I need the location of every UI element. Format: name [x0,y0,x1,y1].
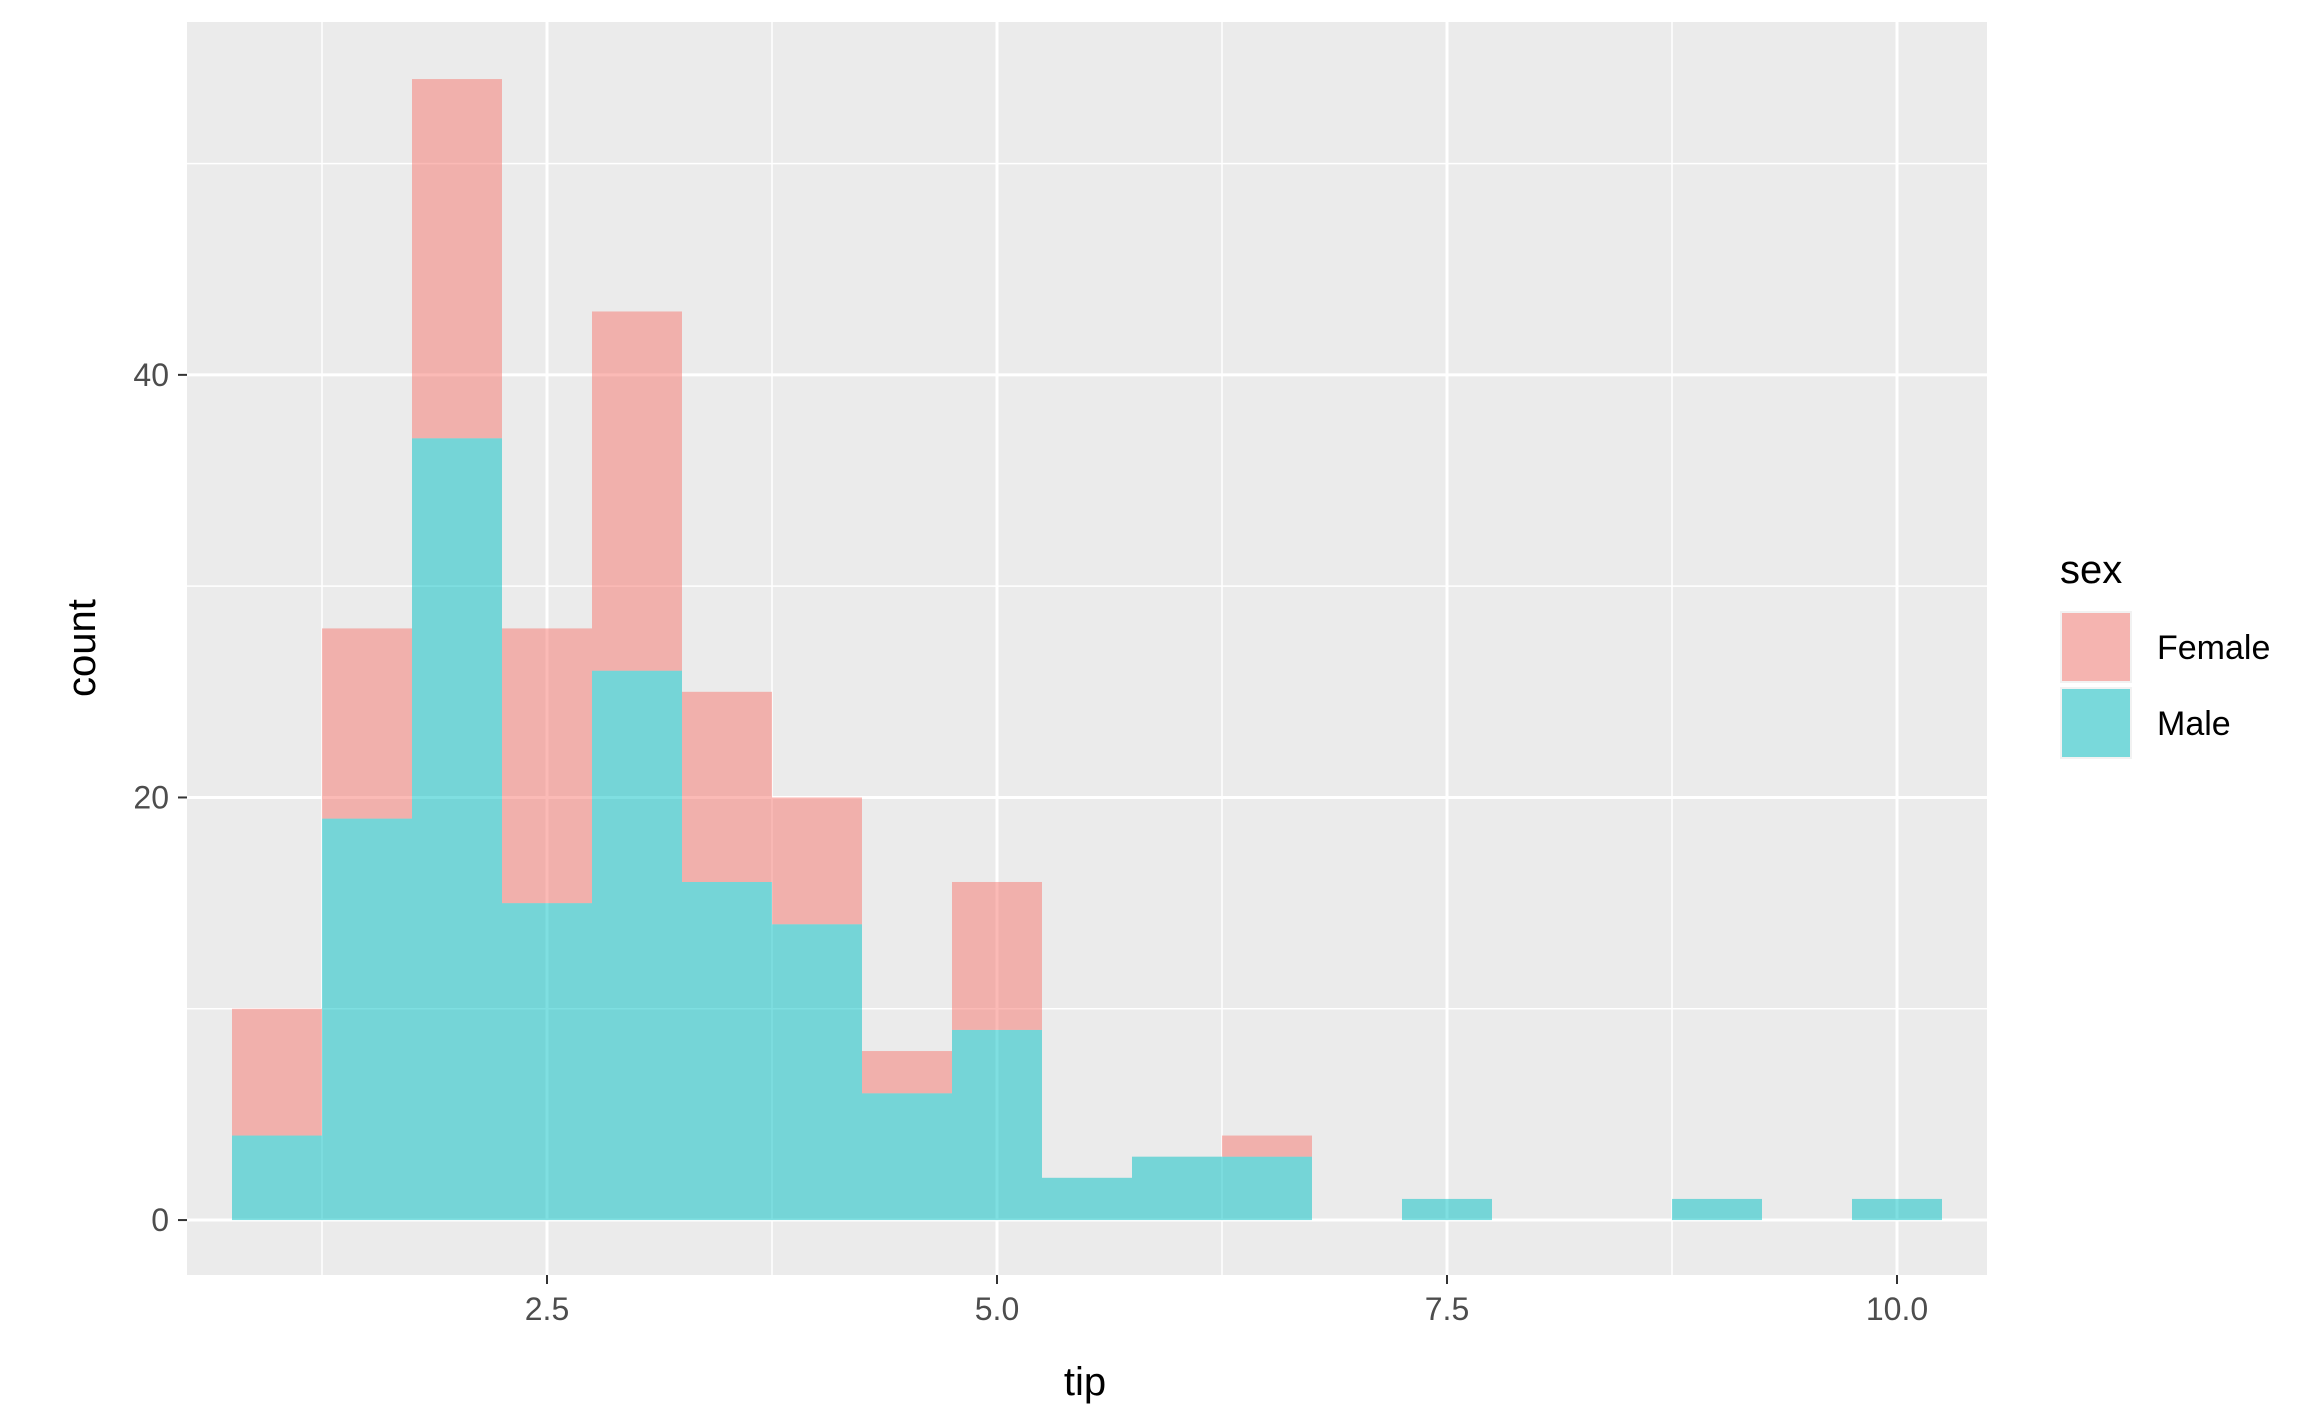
histogram-bars [232,79,1942,1221]
x-tick-label: 5.0 [975,1291,1019,1327]
legend-label-female: Female [2157,629,2270,667]
y-tick-label: 40 [133,357,169,393]
minor-gridlines [187,22,1987,1275]
bar-male-bin-13 [1402,1198,1492,1221]
legend-title: sex [2060,548,2122,592]
bar-female-bin-6 [772,797,862,925]
bar-female-bin-0 [232,1008,322,1136]
x-axis: 2.5 5.0 7.5 10.0 [525,1275,1928,1327]
x-tick-label: 2.5 [525,1291,569,1327]
bar-male-bin-9 [1042,1177,1132,1221]
legend-label-male: Male [2157,705,2231,743]
bar-female-bin-2 [412,79,502,439]
y-tick-label: 0 [151,1202,169,1238]
bar-male-bin-7 [862,1093,952,1221]
y-axis-title: count [60,599,104,697]
bar-female-bin-5 [682,691,772,882]
y-axis: 0 20 40 [133,357,187,1238]
x-axis-title: tip [1064,1360,1106,1404]
bar-male-bin-18 [1852,1198,1942,1221]
legend: sex Female Male [2060,548,2270,759]
bar-male-bin-6 [772,924,862,1221]
bar-male-bin-5 [682,881,772,1221]
y-tick-label: 20 [133,779,169,815]
bar-female-bin-1 [322,628,412,819]
x-tick-label: 10.0 [1866,1291,1928,1327]
x-tick-label: 7.5 [1425,1291,1469,1327]
bar-female-bin-8 [952,881,1042,1030]
bar-male-bin-2 [412,438,502,1221]
bar-female-bin-3 [502,628,592,904]
bar-female-bin-7 [862,1051,952,1094]
bar-male-bin-3 [502,903,592,1221]
bar-female-bin-11 [1222,1135,1312,1157]
bar-male-bin-1 [322,818,412,1221]
bar-male-bin-0 [232,1135,322,1221]
bar-male-bin-11 [1222,1156,1312,1221]
bar-male-bin-4 [592,670,682,1221]
bar-male-bin-10 [1132,1156,1222,1221]
bar-female-bin-4 [592,311,682,671]
bar-male-bin-8 [952,1029,1042,1221]
legend-swatch-female [2062,613,2130,681]
bar-male-bin-16 [1672,1198,1762,1221]
legend-swatch-male [2062,689,2130,757]
